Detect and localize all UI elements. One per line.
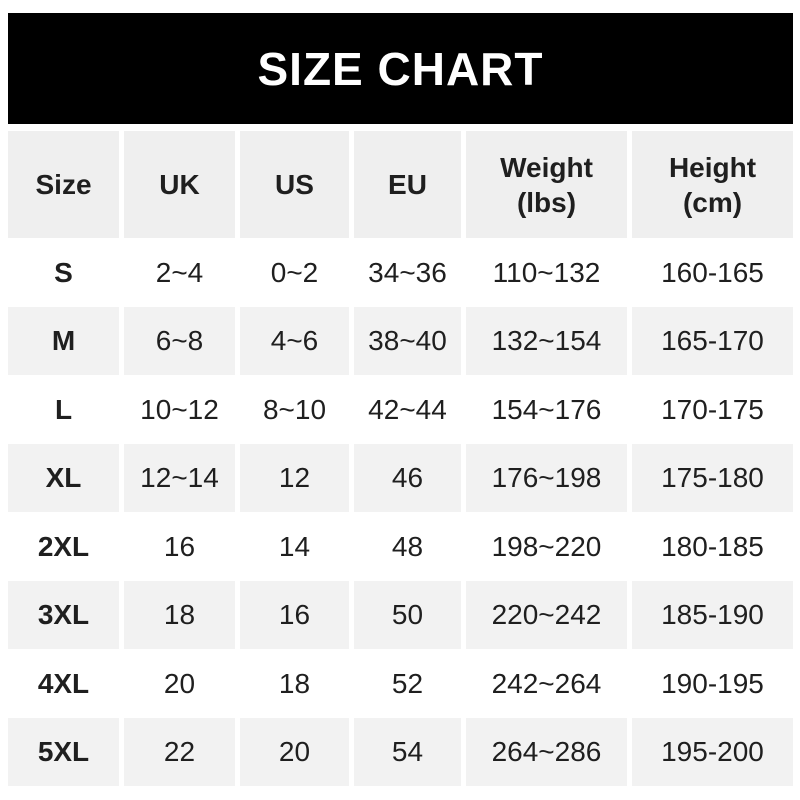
height-cell: 170-175: [632, 375, 793, 444]
height-cell: 195-200: [632, 717, 793, 786]
column-header-eu: EU: [354, 131, 461, 238]
us-cell: 12: [240, 443, 349, 512]
size-cell: M: [8, 306, 119, 375]
column-header-unit: (cm): [682, 186, 743, 218]
eu-cell: 46: [354, 443, 461, 512]
us-cell: 4~6: [240, 306, 349, 375]
size-cell: 4XL: [8, 649, 119, 718]
uk-cell: 2~4: [124, 238, 235, 307]
uk-cell: 10~12: [124, 375, 235, 444]
eu-cell: 34~36: [354, 238, 461, 307]
column-header-size: Size: [8, 131, 119, 238]
weight-cell: 198~220: [466, 512, 627, 581]
eu-cell: 38~40: [354, 306, 461, 375]
uk-cell: 16: [124, 512, 235, 581]
size-cell: 5XL: [8, 717, 119, 786]
height-cell: 190-195: [632, 649, 793, 718]
us-cell: 0~2: [240, 238, 349, 307]
height-cell: 175-180: [632, 443, 793, 512]
us-cell: 8~10: [240, 375, 349, 444]
column-header-label: EU: [388, 169, 427, 200]
height-cell: 185-190: [632, 580, 793, 649]
height-cell: 165-170: [632, 306, 793, 375]
size-cell: L: [8, 375, 119, 444]
column-header-label: UK: [159, 169, 200, 200]
page-title: SIZE CHART: [257, 42, 544, 95]
us-cell: 14: [240, 512, 349, 581]
column-header-label: Height: [668, 151, 757, 183]
weight-cell: 242~264: [466, 649, 627, 718]
us-cell: 16: [240, 580, 349, 649]
eu-cell: 52: [354, 649, 461, 718]
weight-cell: 110~132: [466, 238, 627, 307]
column-header-label: Weight: [500, 151, 593, 183]
column-header-weight: Weight (lbs): [466, 131, 627, 238]
size-cell: XL: [8, 443, 119, 512]
uk-cell: 6~8: [124, 306, 235, 375]
height-cell: 180-185: [632, 512, 793, 581]
eu-cell: 54: [354, 717, 461, 786]
column-header-height: Height (cm): [632, 131, 793, 238]
size-cell: S: [8, 238, 119, 307]
eu-cell: 50: [354, 580, 461, 649]
column-header-uk: UK: [124, 131, 235, 238]
weight-cell: 264~286: [466, 717, 627, 786]
weight-cell: 220~242: [466, 580, 627, 649]
column-header-us: US: [240, 131, 349, 238]
weight-cell: 176~198: [466, 443, 627, 512]
column-header-unit: (lbs): [516, 186, 577, 218]
size-table: Size UK US EU Weight (lbs) Height (cm) S…: [8, 131, 793, 786]
banner: SIZE CHART: [8, 13, 793, 124]
eu-cell: 42~44: [354, 375, 461, 444]
column-header-label: US: [275, 169, 314, 200]
size-cell: 3XL: [8, 580, 119, 649]
us-cell: 20: [240, 717, 349, 786]
column-header-label: Size: [35, 169, 92, 200]
weight-cell: 154~176: [466, 375, 627, 444]
weight-cell: 132~154: [466, 306, 627, 375]
height-cell: 160-165: [632, 238, 793, 307]
uk-cell: 22: [124, 717, 235, 786]
uk-cell: 12~14: [124, 443, 235, 512]
eu-cell: 48: [354, 512, 461, 581]
uk-cell: 18: [124, 580, 235, 649]
uk-cell: 20: [124, 649, 235, 718]
size-cell: 2XL: [8, 512, 119, 581]
us-cell: 18: [240, 649, 349, 718]
